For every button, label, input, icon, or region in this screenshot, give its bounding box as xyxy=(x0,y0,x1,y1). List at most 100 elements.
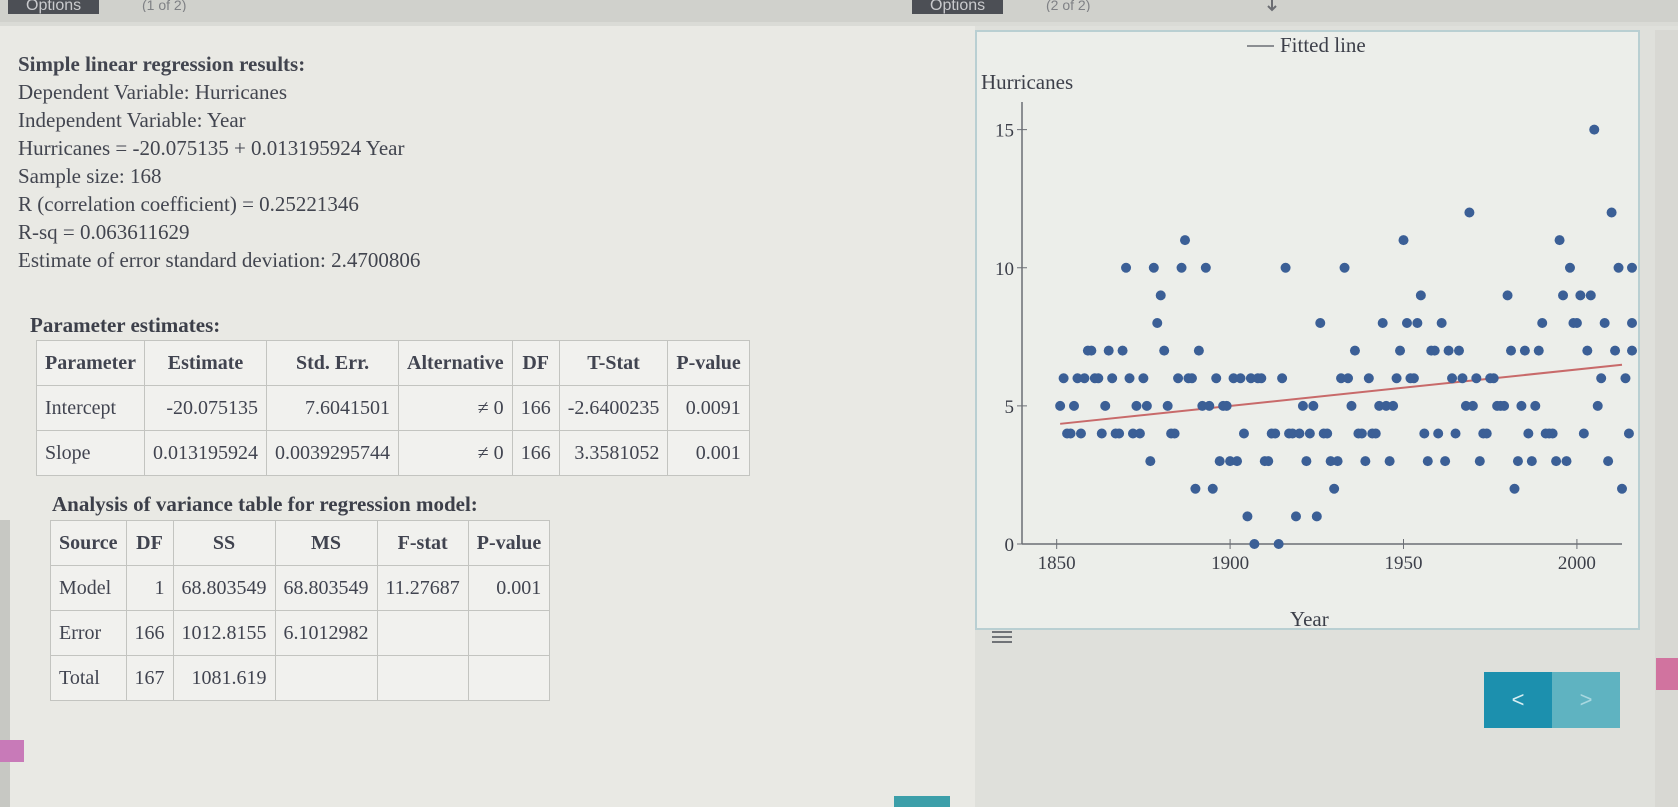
right-edge-marker xyxy=(1656,658,1678,690)
data-point xyxy=(1617,483,1627,494)
previous-button[interactable]: < xyxy=(1484,672,1552,728)
table-cell: 0.0039295744 xyxy=(266,430,400,476)
data-point xyxy=(1512,456,1523,467)
data-point xyxy=(1415,290,1426,301)
data-point xyxy=(1169,428,1180,439)
regression-equation-line: Hurricanes = -20.075135 + 0.013195924 Ye… xyxy=(18,136,405,160)
table-cell: 166 xyxy=(511,430,560,476)
data-point xyxy=(1370,428,1381,439)
data-point xyxy=(1117,345,1128,356)
y-axis-label: Hurricanes xyxy=(981,70,1073,94)
header-cell: F-stat xyxy=(376,520,469,566)
table-cell: ≠ 0 xyxy=(398,430,513,476)
data-point xyxy=(1096,428,1107,439)
table-cell: 7.6041501 xyxy=(266,385,400,431)
data-point xyxy=(1075,428,1086,439)
header-cell: P-value xyxy=(667,340,750,386)
correlation-line: R (correlation coefficient) = 0.25221346 xyxy=(18,192,359,216)
parameter-estimates-title: Parameter estimates: xyxy=(30,313,221,337)
data-point xyxy=(1180,235,1191,246)
data-point xyxy=(1509,483,1520,494)
data-point xyxy=(1315,318,1326,328)
data-point xyxy=(1457,373,1468,384)
data-point xyxy=(1460,400,1471,411)
data-point xyxy=(1124,373,1135,384)
data-point xyxy=(1072,373,1083,384)
data-point xyxy=(1173,373,1184,384)
data-point xyxy=(1564,262,1575,273)
data-point xyxy=(1232,456,1243,467)
data-point xyxy=(1561,456,1572,467)
data-point xyxy=(1523,428,1534,439)
data-point xyxy=(1623,428,1634,439)
table-cell: 11.27687 xyxy=(376,565,469,611)
header-cell: Source xyxy=(50,520,127,566)
table-cell: 6.1012982 xyxy=(274,610,378,656)
tab-page-indicator-1: (1 of 2) xyxy=(142,0,187,12)
tab-page-indicator-2: (2 of 2) xyxy=(1046,0,1091,12)
data-point xyxy=(1148,262,1159,273)
x-tick-label: 1900 xyxy=(1211,553,1249,574)
data-point xyxy=(1585,290,1596,301)
next-button[interactable]: > xyxy=(1552,672,1620,728)
data-point xyxy=(1620,373,1631,384)
menu-icon[interactable] xyxy=(992,628,1012,646)
data-point xyxy=(1256,373,1267,384)
data-point xyxy=(1332,456,1343,467)
table-header-row: Source DF SS MS F-stat P-value xyxy=(50,520,551,566)
data-point xyxy=(1440,456,1451,467)
header-cell: P-value xyxy=(467,520,551,566)
data-point xyxy=(1381,400,1392,411)
data-point xyxy=(1388,400,1399,411)
table-cell: Intercept xyxy=(35,385,146,431)
table-cell: 68.803549 xyxy=(172,565,276,611)
data-point xyxy=(1499,400,1510,411)
data-point xyxy=(1471,373,1482,384)
data-point xyxy=(1506,345,1517,356)
table-cell xyxy=(274,655,378,701)
table-row: Error 166 1012.8155 6.1012982 xyxy=(50,610,551,656)
options-tab-1[interactable]: Options xyxy=(8,0,100,14)
table-header-row: Parameter Estimate Std. Err. Alternative… xyxy=(35,340,750,386)
bottom-tab-edge xyxy=(894,796,950,807)
x-tick-label: 1950 xyxy=(1385,553,1423,574)
table-row: Intercept -20.075135 7.6041501 ≠ 0 166 -… xyxy=(35,385,750,431)
scatter-plot-frame: Fitted line Hurricanes Year 0 5 10 15 1850 19… xyxy=(975,30,1640,630)
table-cell: 166 xyxy=(511,385,560,431)
data-point xyxy=(1436,318,1447,328)
data-point xyxy=(1582,345,1593,356)
table-cell: 3.3581052 xyxy=(558,430,669,476)
data-point xyxy=(1589,124,1600,135)
table-cell xyxy=(376,610,469,656)
download-arrow-icon[interactable] xyxy=(1264,0,1280,14)
data-point xyxy=(1467,400,1478,411)
right-gutter xyxy=(1655,30,1678,807)
data-point xyxy=(1558,290,1569,301)
data-point xyxy=(1377,318,1388,328)
data-point xyxy=(1547,428,1558,439)
data-point xyxy=(1627,318,1637,328)
data-point xyxy=(1384,456,1395,467)
data-point xyxy=(1412,318,1423,328)
data-point xyxy=(1391,373,1402,384)
data-point xyxy=(1086,345,1097,356)
x-axis-label: Year xyxy=(1290,607,1329,628)
x-tick-label: 1850 xyxy=(1038,553,1076,574)
data-point xyxy=(1349,345,1360,356)
table-cell: ≠ 0 xyxy=(398,385,513,431)
sample-size-line: Sample size: 168 xyxy=(18,164,162,188)
data-point xyxy=(1204,400,1215,411)
top-toolbar: Options (1 of 2) Options (2 of 2) xyxy=(0,0,1678,22)
data-point xyxy=(1325,456,1336,467)
options-tab-2[interactable]: Options xyxy=(912,0,1004,14)
data-point xyxy=(1228,373,1239,384)
data-point xyxy=(1599,318,1610,328)
data-point xyxy=(1526,456,1537,467)
y-tick-label: 0 xyxy=(1005,535,1015,556)
table-cell: 0.001 xyxy=(467,565,551,611)
data-point xyxy=(1474,456,1485,467)
scatter-plot: Fitted line Hurricanes Year 0 5 10 15 1850 19… xyxy=(981,33,1637,628)
data-point xyxy=(1329,483,1340,494)
data-point xyxy=(1131,400,1142,411)
data-point xyxy=(1134,428,1145,439)
